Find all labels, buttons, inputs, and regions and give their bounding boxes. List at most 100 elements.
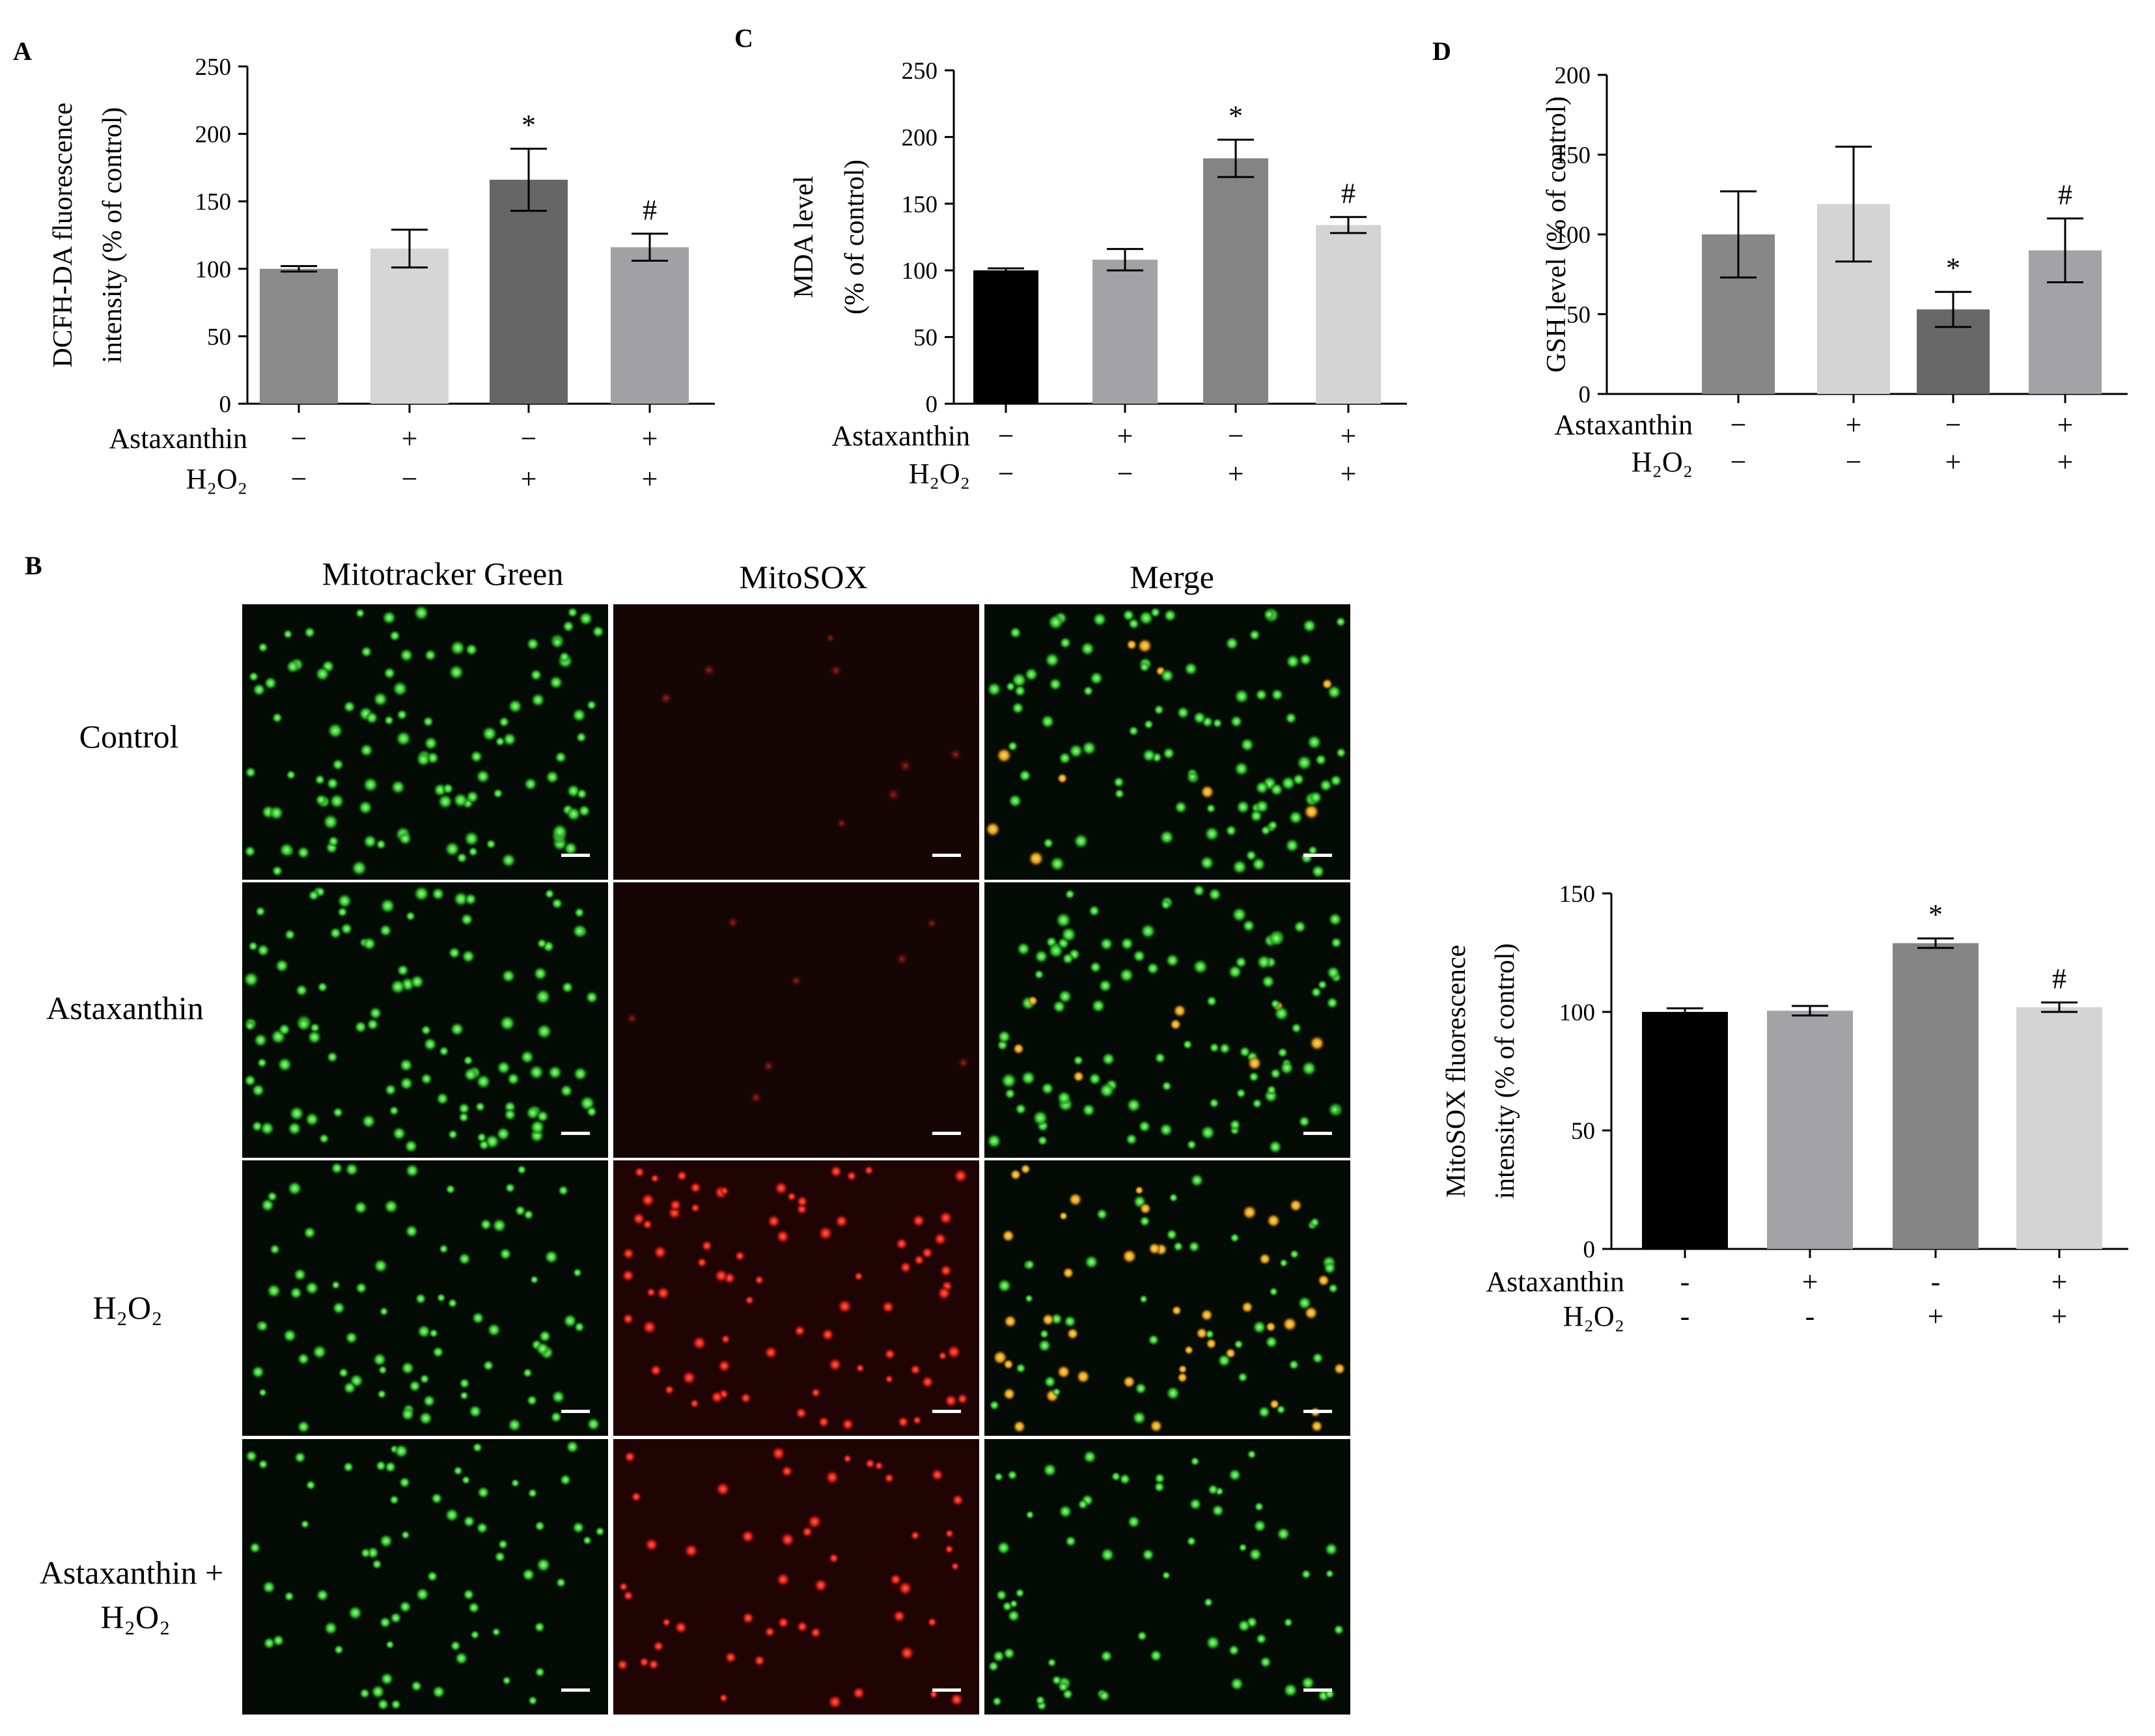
cell [1056,1364,1071,1379]
cell [481,725,498,742]
cell [715,1481,731,1497]
cell [1160,668,1175,684]
cell [395,730,412,748]
cell [504,1182,516,1194]
cell [933,1232,947,1246]
cell [820,1327,835,1342]
cell [1088,1072,1102,1086]
cell [1183,661,1199,677]
cell [1285,837,1300,854]
cell [644,1537,659,1552]
cell [1007,740,1019,752]
cell [1061,952,1075,965]
cell [771,1446,786,1461]
cell [796,1620,809,1633]
cell [259,1121,275,1136]
cell [1229,1233,1240,1243]
cell [939,1264,953,1278]
cell [462,1055,474,1066]
cell [1206,995,1218,1007]
cell [296,1352,311,1366]
cell [533,1621,546,1633]
cell [1119,967,1135,983]
cell [466,790,480,804]
cell [1309,1035,1326,1052]
cell [1333,1362,1346,1375]
cell [400,1360,415,1376]
condition-sign: + [1802,1266,1818,1298]
cell [1037,1338,1052,1353]
cell [1147,1334,1160,1346]
y-tick-label: 0 [219,391,232,418]
cell [720,1334,731,1345]
cell [874,1461,884,1471]
panel-letter-c: C [734,23,753,53]
cell [536,938,548,949]
cell [1076,1369,1091,1384]
cell [1081,740,1098,757]
cell [389,1612,402,1625]
cell [895,1237,908,1251]
cell [501,968,516,984]
cell [463,830,480,847]
cell [1060,926,1078,943]
cell [649,1364,663,1377]
cell [372,1352,387,1367]
cell [652,1244,667,1260]
cell [342,1380,357,1395]
cell [399,1076,414,1091]
cell [726,916,740,929]
cell [423,736,439,751]
cell [342,700,356,714]
micrograph-tile [242,1160,608,1436]
row-label-combined-line2: H₂O₂ [100,1599,170,1635]
cell [828,1552,840,1564]
cell [501,852,516,868]
cell [535,988,551,1005]
cell [522,1367,533,1379]
y-tick-label: 50 [1571,1118,1595,1145]
bar [611,247,689,404]
cell [249,1541,262,1554]
cell [1114,788,1125,800]
cell [640,1192,656,1208]
cell [1111,1471,1122,1482]
cell [1161,1571,1171,1580]
cell [1235,1087,1247,1099]
cell [912,1415,923,1425]
cell [1176,705,1190,720]
cell [630,1491,642,1503]
cell [1296,754,1313,772]
cell [499,1247,512,1261]
cell [740,1392,752,1405]
cell [262,1580,276,1595]
cell [492,788,504,799]
significance-mark: # [2052,962,2066,994]
cell [1283,1617,1294,1628]
cell [554,751,567,764]
cell [951,1493,964,1507]
cell [496,1060,511,1075]
cell [330,1162,344,1175]
cell [342,1461,354,1473]
cell [1247,1056,1262,1071]
cell [633,1166,645,1178]
cell [1139,923,1156,940]
cell [1059,636,1072,649]
cell [415,1587,430,1602]
cell [430,1492,443,1505]
cell [1049,856,1066,872]
cell [303,626,316,639]
cell [375,839,387,850]
cell [1057,988,1073,1004]
cell [1311,864,1326,879]
cell [652,1640,665,1653]
cell [1309,790,1323,805]
cell [247,940,258,952]
row-label-control: Control [79,718,179,755]
cell [1008,626,1022,639]
cell [1298,1115,1311,1128]
cell [841,1418,855,1431]
cell [1003,1358,1014,1370]
cell [1160,899,1171,910]
